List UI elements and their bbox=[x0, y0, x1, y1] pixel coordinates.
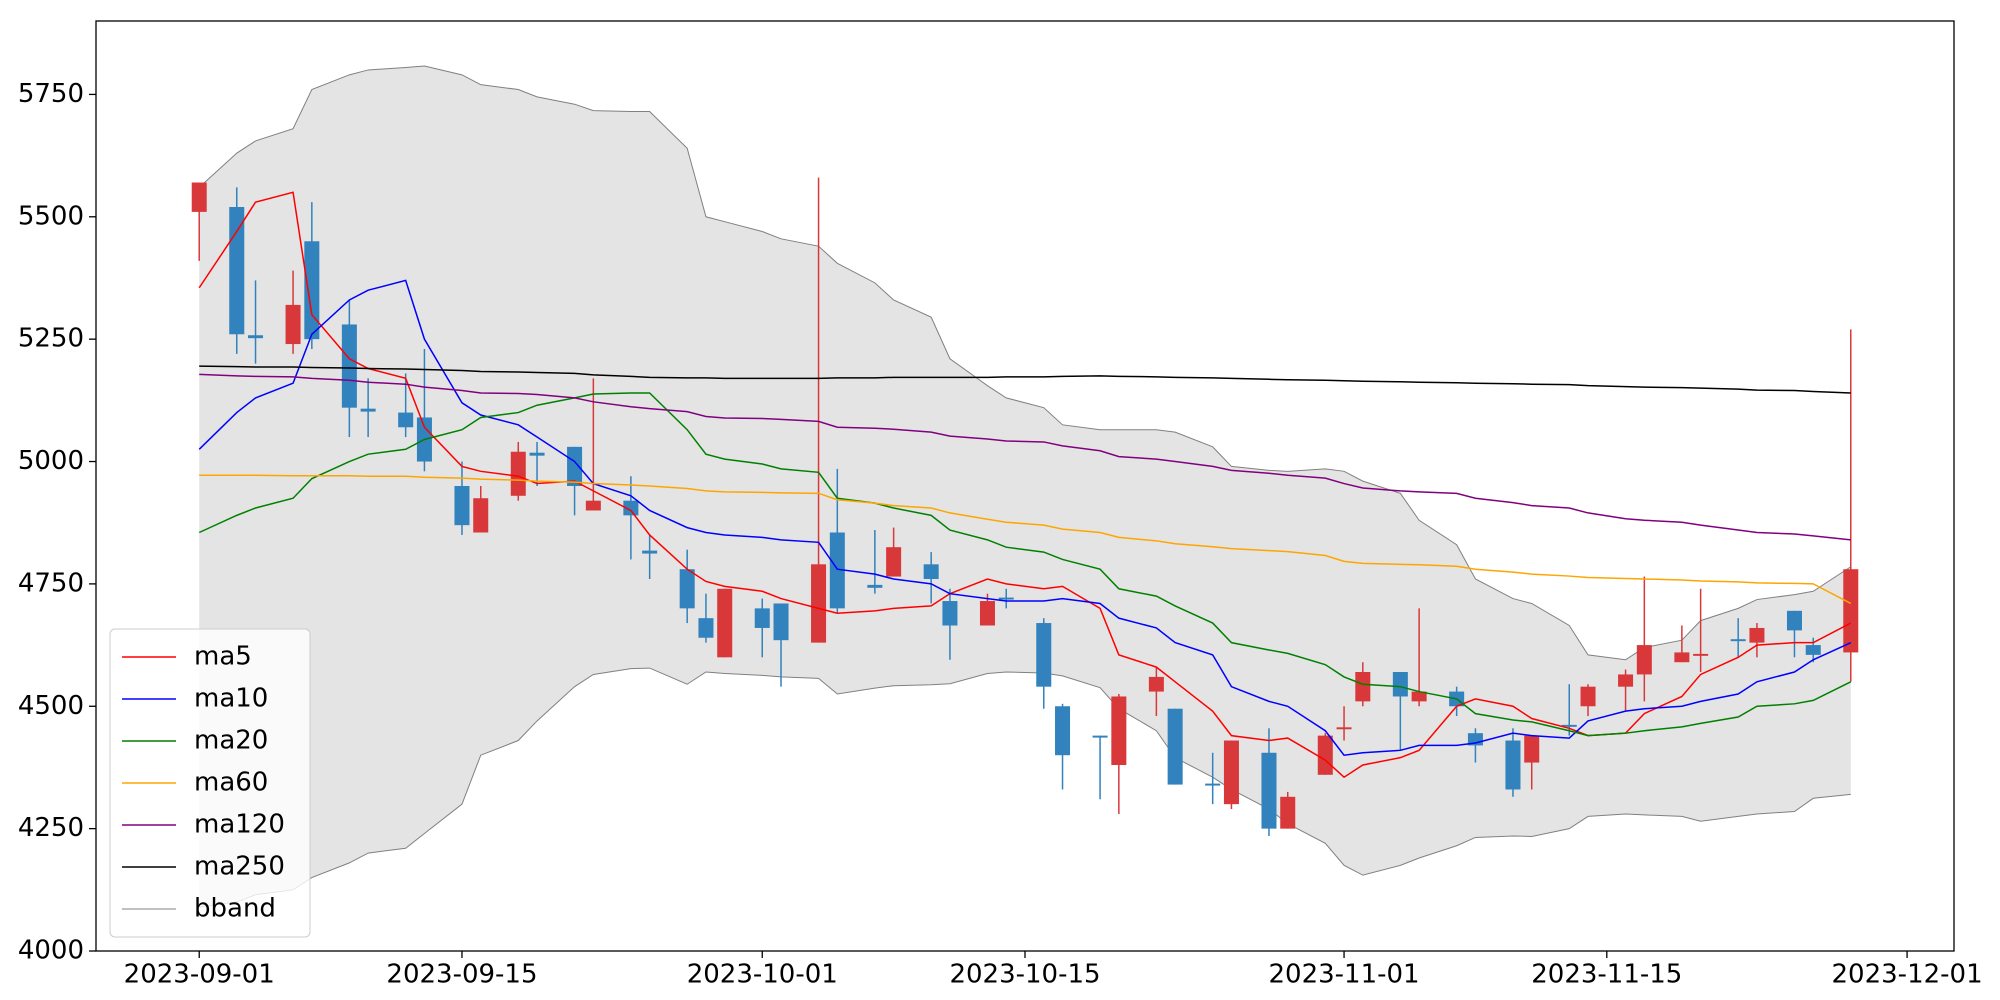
candle-body bbox=[1674, 652, 1690, 663]
band-lower bbox=[199, 667, 1851, 908]
candle-body bbox=[1505, 740, 1521, 790]
legend-label: ma10 bbox=[194, 684, 268, 714]
y-tick-label: 5500 bbox=[18, 201, 84, 231]
x-tick-label: 2023-09-15 bbox=[386, 960, 537, 990]
y-tick-label: 4500 bbox=[18, 691, 84, 721]
candle-body bbox=[717, 588, 733, 658]
y-tick-label: 4250 bbox=[18, 813, 84, 843]
candle-body bbox=[585, 500, 601, 511]
candle-body bbox=[1580, 686, 1596, 707]
candle-body bbox=[698, 618, 714, 638]
candle-body bbox=[773, 603, 789, 641]
candle-body bbox=[1524, 735, 1540, 763]
candle-body bbox=[811, 564, 827, 643]
candle-body bbox=[1843, 569, 1859, 653]
candle-body bbox=[1561, 724, 1577, 727]
legend-label: ma20 bbox=[194, 726, 268, 756]
candle-body bbox=[1167, 708, 1183, 785]
candle-body bbox=[191, 182, 207, 212]
candle-body bbox=[1223, 740, 1239, 805]
candle-body bbox=[1317, 735, 1333, 775]
candle-body bbox=[1036, 623, 1052, 687]
candle-body bbox=[754, 608, 770, 628]
legend-label: bband bbox=[194, 894, 276, 924]
candle-body bbox=[923, 564, 939, 579]
candle-body bbox=[679, 569, 695, 609]
legend-label: ma5 bbox=[194, 642, 252, 672]
x-tick-label: 2023-10-15 bbox=[949, 960, 1100, 990]
candle-body bbox=[285, 304, 301, 345]
ma-line bbox=[198, 392, 1852, 737]
candle-body bbox=[1336, 727, 1352, 730]
candle-body bbox=[1411, 691, 1427, 702]
ma-line bbox=[199, 365, 1851, 394]
ma-line bbox=[198, 191, 1852, 779]
candle-body bbox=[1636, 645, 1652, 675]
candle-body bbox=[623, 500, 639, 516]
candle-body bbox=[1205, 783, 1221, 786]
legend-label: ma250 bbox=[194, 852, 285, 882]
candle-body bbox=[1261, 752, 1277, 829]
candle-body bbox=[829, 532, 845, 609]
candle-body bbox=[1618, 674, 1634, 687]
y-tick-label: 5000 bbox=[18, 446, 84, 476]
ma-line bbox=[199, 373, 1851, 541]
candle-body bbox=[567, 446, 583, 486]
x-tick-label: 2023-10-01 bbox=[687, 960, 838, 990]
candle-body bbox=[1749, 627, 1765, 643]
y-tick-label: 4000 bbox=[18, 936, 84, 966]
candle-body bbox=[510, 451, 526, 496]
x-tick-label: 2023-09-01 bbox=[124, 960, 275, 990]
candle-body bbox=[642, 550, 658, 554]
ma-line bbox=[198, 279, 1852, 757]
legend-label: ma60 bbox=[194, 768, 268, 798]
candle-body bbox=[529, 452, 545, 456]
x-tick-label: 2023-12-01 bbox=[1832, 960, 1983, 990]
candle-body bbox=[1055, 706, 1071, 756]
band-upper bbox=[198, 65, 1852, 661]
candle-body bbox=[1730, 639, 1746, 642]
candle-body bbox=[229, 207, 245, 335]
y-tick-label: 4750 bbox=[18, 568, 84, 598]
candle-body bbox=[867, 584, 883, 588]
candle-body bbox=[398, 412, 414, 428]
ma-line bbox=[199, 474, 1852, 605]
candle-body bbox=[248, 335, 264, 339]
candle-body bbox=[454, 486, 470, 526]
candle-body bbox=[473, 498, 489, 533]
candle-body bbox=[1355, 672, 1371, 702]
candle-body bbox=[341, 324, 357, 408]
candle-body bbox=[1148, 676, 1164, 692]
candle-body bbox=[1392, 672, 1408, 697]
candle-body bbox=[304, 241, 320, 340]
candle-body bbox=[1111, 696, 1127, 765]
candle-body bbox=[1805, 645, 1821, 655]
candle-body bbox=[942, 601, 958, 626]
y-tick-label: 5250 bbox=[18, 324, 84, 354]
candle-body bbox=[1786, 610, 1802, 631]
candle-body bbox=[1693, 653, 1709, 656]
candle-body bbox=[886, 547, 902, 577]
x-tick-label: 2023-11-01 bbox=[1268, 960, 1419, 990]
legend: ma5 ma10 ma20 ma60 ma120 ma250 bband bbox=[109, 628, 311, 938]
y-tick-label: 5750 bbox=[18, 79, 84, 109]
x-tick-label: 2023-11-15 bbox=[1531, 960, 1682, 990]
legend-label: ma120 bbox=[194, 810, 285, 840]
candle-body bbox=[1280, 796, 1296, 829]
candle-body bbox=[1092, 735, 1108, 738]
candle-body bbox=[979, 601, 995, 626]
candle-body bbox=[998, 597, 1014, 600]
band-area bbox=[199, 66, 1851, 907]
legend-box bbox=[109, 628, 311, 938]
candle-body bbox=[360, 408, 376, 412]
